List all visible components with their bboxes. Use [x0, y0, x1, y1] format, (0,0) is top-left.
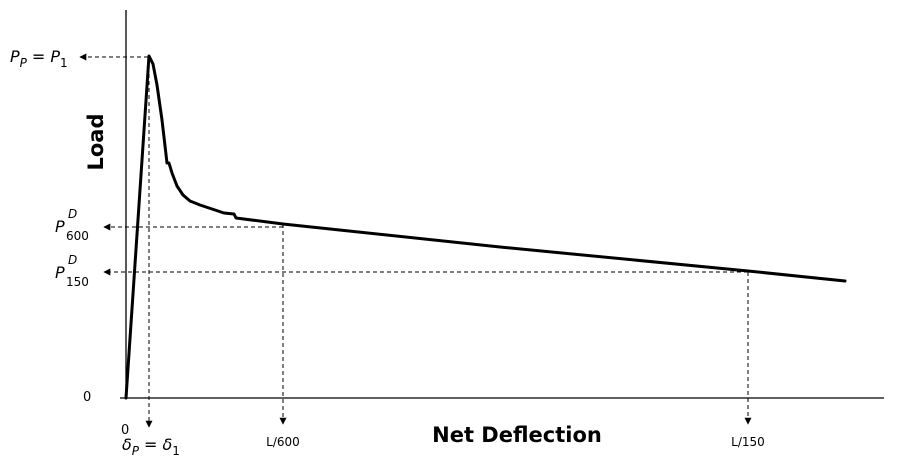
p600-label: PD 600: [55, 207, 89, 243]
x-axis-title: Net Deflection: [432, 423, 602, 447]
l150-label: L/150: [731, 435, 765, 449]
y-axis-title: Load: [84, 113, 108, 170]
l600-label: L/600: [266, 435, 300, 449]
load-deflection-curve: [124, 54, 847, 400]
peak-load-label: PP = P1: [10, 47, 68, 70]
peak-deflection-label: δP = δ1: [122, 435, 180, 458]
y-origin-label: 0: [83, 390, 91, 405]
p150-label: PD 150: [55, 253, 89, 289]
x-origin-label: 0: [121, 423, 129, 438]
